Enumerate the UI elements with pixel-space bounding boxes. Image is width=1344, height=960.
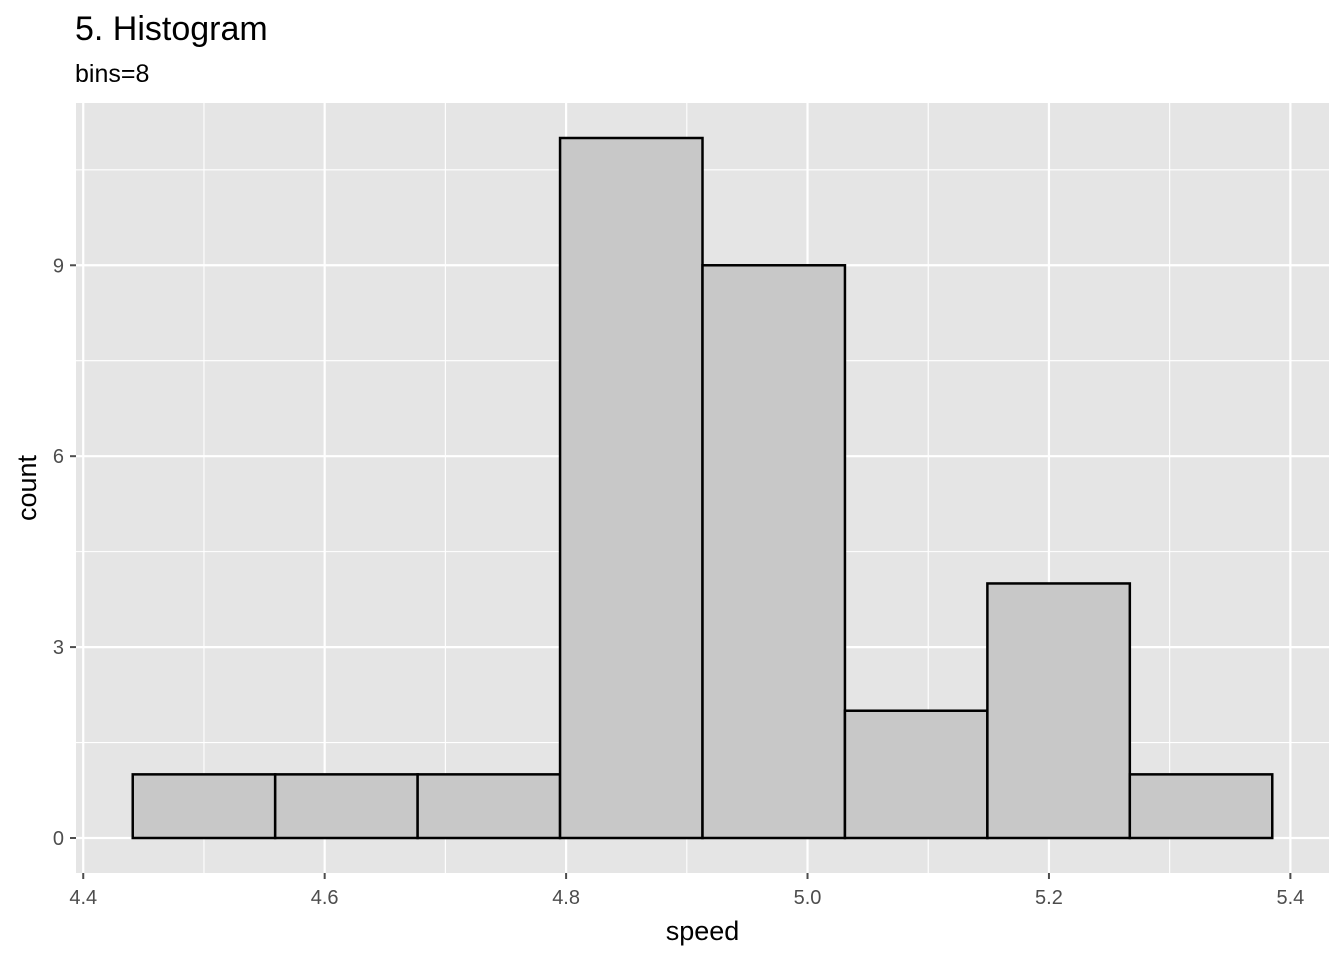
histogram-bar-5 bbox=[701, 264, 847, 840]
x-tick-label: 5.4 bbox=[1276, 887, 1304, 909]
y-axis-title: count bbox=[12, 454, 42, 521]
histogram-bar-2 bbox=[273, 773, 419, 840]
y-axis: 0 3 6 9 bbox=[53, 255, 76, 850]
y-tick-label: 0 bbox=[53, 828, 64, 850]
x-tick-label: 5.0 bbox=[794, 887, 822, 909]
histogram-bar-7 bbox=[986, 582, 1132, 840]
x-tick-label: 4.8 bbox=[552, 887, 580, 909]
y-tick-label: 9 bbox=[53, 255, 64, 277]
x-tick-label: 5.2 bbox=[1035, 887, 1063, 909]
histogram-bar-3 bbox=[416, 773, 562, 840]
chart-title: 5. Histogram bbox=[75, 10, 268, 48]
chart-subtitle: bins=8 bbox=[75, 60, 149, 88]
histogram-bar-1 bbox=[131, 773, 277, 840]
y-tick-label: 3 bbox=[53, 637, 64, 659]
histogram-bar-8 bbox=[1128, 773, 1274, 840]
x-axis: 4.4 4.6 4.8 5.0 5.2 5.4 bbox=[69, 873, 1304, 909]
y-tick-label: 6 bbox=[53, 446, 64, 468]
histogram-bar-6 bbox=[843, 709, 989, 840]
x-tick-label: 4.4 bbox=[69, 887, 97, 909]
x-axis-title: speed bbox=[666, 916, 740, 946]
x-tick-label: 4.6 bbox=[311, 887, 339, 909]
histogram-bars bbox=[131, 136, 1274, 840]
histogram-bar-4 bbox=[558, 136, 704, 840]
